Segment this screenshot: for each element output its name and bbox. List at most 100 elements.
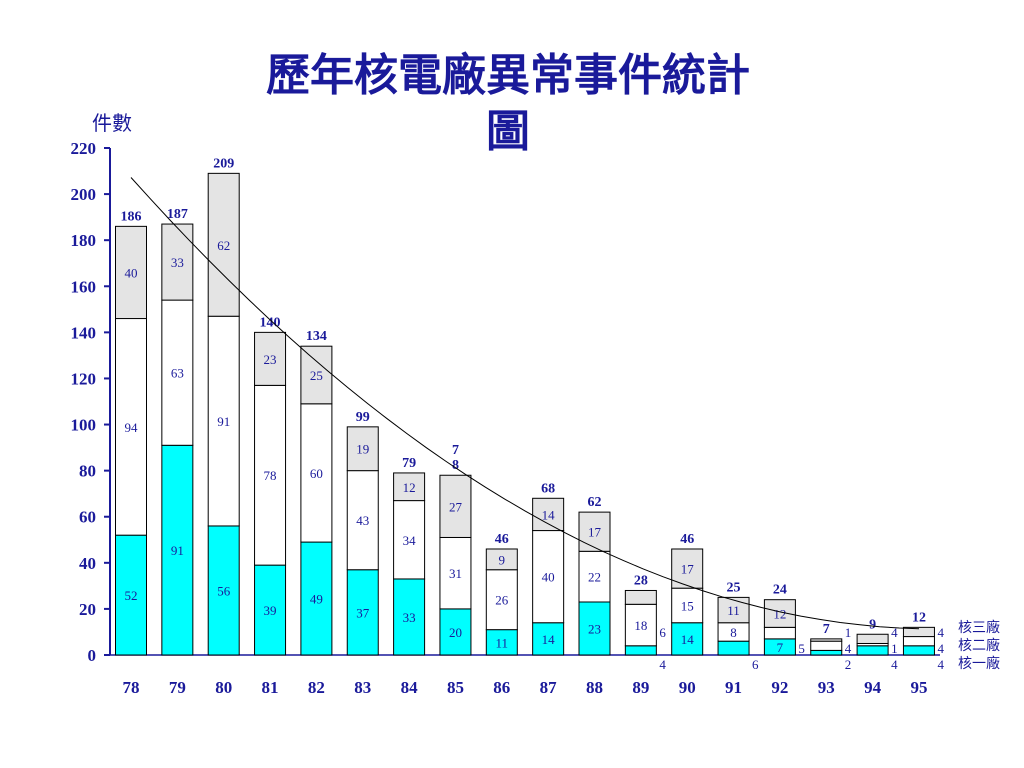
- x-tick-label: 78: [123, 678, 140, 697]
- y-tick-label: 160: [71, 277, 97, 296]
- x-tick-label: 87: [540, 678, 558, 697]
- bar-segment-85-s1: [439, 608, 472, 656]
- data-label-86-s1: 11: [496, 635, 509, 650]
- data-label-93-s3: 1: [845, 625, 852, 640]
- y-tick-label: 20: [79, 600, 96, 619]
- bar-segment-94-s3: [856, 633, 889, 644]
- data-label-84-s1: 33: [403, 610, 416, 625]
- bar-segment-91-s3: [717, 596, 750, 624]
- x-tick-label: 79: [169, 678, 186, 697]
- total-label-83: 99: [356, 410, 370, 425]
- x-tick-label: 93: [818, 678, 835, 697]
- data-label-91-s3: 11: [727, 603, 740, 618]
- total-label-79: 187: [167, 207, 188, 222]
- bar-segment-80-s3: [207, 172, 240, 317]
- bar-segment-90-s1: [671, 622, 704, 656]
- data-label-89-s2: 18: [634, 618, 647, 633]
- data-label-83-s2: 43: [356, 513, 369, 528]
- bar-segment-78-s2: [115, 318, 147, 536]
- x-tick-label: 95: [910, 678, 927, 697]
- x-tick-label: 80: [215, 678, 232, 697]
- data-label-84-s2: 34: [403, 533, 417, 548]
- bar-segment-82-s2: [300, 403, 333, 543]
- bar-segment-87-s3: [532, 497, 565, 532]
- bar-segment-83-s3: [346, 426, 379, 472]
- bar-segment-90-s2: [671, 587, 704, 624]
- bar-segment-95-s1: [902, 645, 935, 656]
- data-label-88-s1: 23: [588, 621, 601, 636]
- data-label-78-s3: 40: [125, 265, 138, 280]
- data-label-85-s2: 31: [449, 566, 462, 581]
- data-label-91-s1: 6: [752, 657, 759, 672]
- data-label-94-s3: 4: [891, 625, 898, 640]
- bar-segment-94-s1: [856, 645, 889, 656]
- data-label-80-s3: 62: [217, 238, 230, 253]
- bar-segment-87-s1: [532, 622, 565, 656]
- x-tick-label: 85: [447, 678, 464, 697]
- y-tick-label: 140: [71, 323, 97, 342]
- total-label-86: 46: [495, 532, 509, 547]
- bar-segment-84-s3: [393, 472, 426, 502]
- x-tick-label: 81: [262, 678, 279, 697]
- data-label-81-s2: 78: [264, 468, 277, 483]
- data-label-82-s2: 60: [310, 466, 323, 481]
- bar-segment-81-s3: [254, 331, 287, 386]
- data-label-90-s1: 14: [681, 632, 695, 647]
- trend-line: [130, 177, 920, 630]
- total-label-82: 134: [306, 329, 327, 344]
- y-tick-label: 200: [71, 185, 97, 204]
- bar-segment-87-s2: [532, 530, 565, 624]
- y-axis-label: 件數: [92, 111, 132, 135]
- x-tick-label: 82: [308, 678, 325, 697]
- bar-segment-85-s3: [439, 474, 472, 538]
- data-label-83-s3: 19: [356, 442, 369, 457]
- data-label-93-s2: 4: [845, 641, 852, 656]
- data-label-84-s3: 12: [403, 480, 416, 495]
- total-label-90: 46: [680, 532, 694, 547]
- data-label-89-s1: 4: [659, 657, 666, 672]
- bar-segment-86-s2: [485, 569, 518, 631]
- x-tick-label: 92: [771, 678, 788, 697]
- bar-segment-95-s3: [902, 626, 935, 638]
- total-label-85: 7: [452, 443, 459, 458]
- data-label-90-s3: 17: [681, 562, 695, 577]
- plot-area: 0204060801001201401601802002205294401867…: [71, 139, 945, 697]
- data-label-81-s3: 23: [264, 352, 277, 367]
- bar-segment-88-s3: [578, 511, 611, 552]
- bar-segment-78-s1: [115, 534, 147, 656]
- data-label-82-s3: 25: [310, 368, 323, 383]
- bar-segment-84-s1: [393, 578, 426, 656]
- data-label-79-s2: 63: [171, 366, 184, 381]
- data-label-78-s2: 94: [125, 420, 139, 435]
- total-label-78: 186: [121, 209, 142, 224]
- bar-segment-95-s2: [902, 636, 935, 647]
- total-label-80: 209: [213, 156, 234, 171]
- data-label-92-s3: 12: [773, 607, 786, 622]
- total-label-84: 79: [402, 456, 416, 471]
- bar-segment-84-s2: [393, 500, 426, 580]
- bar-segment-89-s3: [624, 589, 657, 605]
- data-label-81-s1: 39: [264, 603, 277, 618]
- y-tick-label: 80: [79, 462, 96, 481]
- data-label-87-s1: 14: [542, 632, 556, 647]
- total-label-85: 8: [452, 458, 459, 473]
- data-label-86-s3: 9: [499, 552, 506, 567]
- data-label-87-s3: 14: [542, 507, 556, 522]
- bar-segment-86-s3: [485, 548, 518, 571]
- data-label-90-s2: 15: [681, 598, 694, 613]
- y-tick-label: 100: [71, 416, 97, 435]
- data-label-80-s2: 91: [217, 414, 230, 429]
- bar-segment-79-s3: [161, 223, 194, 301]
- legend-item: 核二廠: [958, 637, 1000, 654]
- data-label-95-s2: 4: [937, 641, 944, 656]
- total-label-87: 68: [541, 481, 555, 496]
- data-label-94-s1: 4: [891, 657, 898, 672]
- data-label-92-s2: 5: [798, 641, 805, 656]
- total-label-95: 12: [912, 610, 926, 625]
- data-label-88-s3: 17: [588, 525, 602, 540]
- total-label-88: 62: [588, 495, 602, 510]
- bar-segment-82-s1: [300, 541, 333, 656]
- data-label-82-s1: 49: [310, 592, 323, 607]
- bar-segment-86-s1: [485, 629, 518, 656]
- bar-segment-80-s1: [207, 525, 240, 656]
